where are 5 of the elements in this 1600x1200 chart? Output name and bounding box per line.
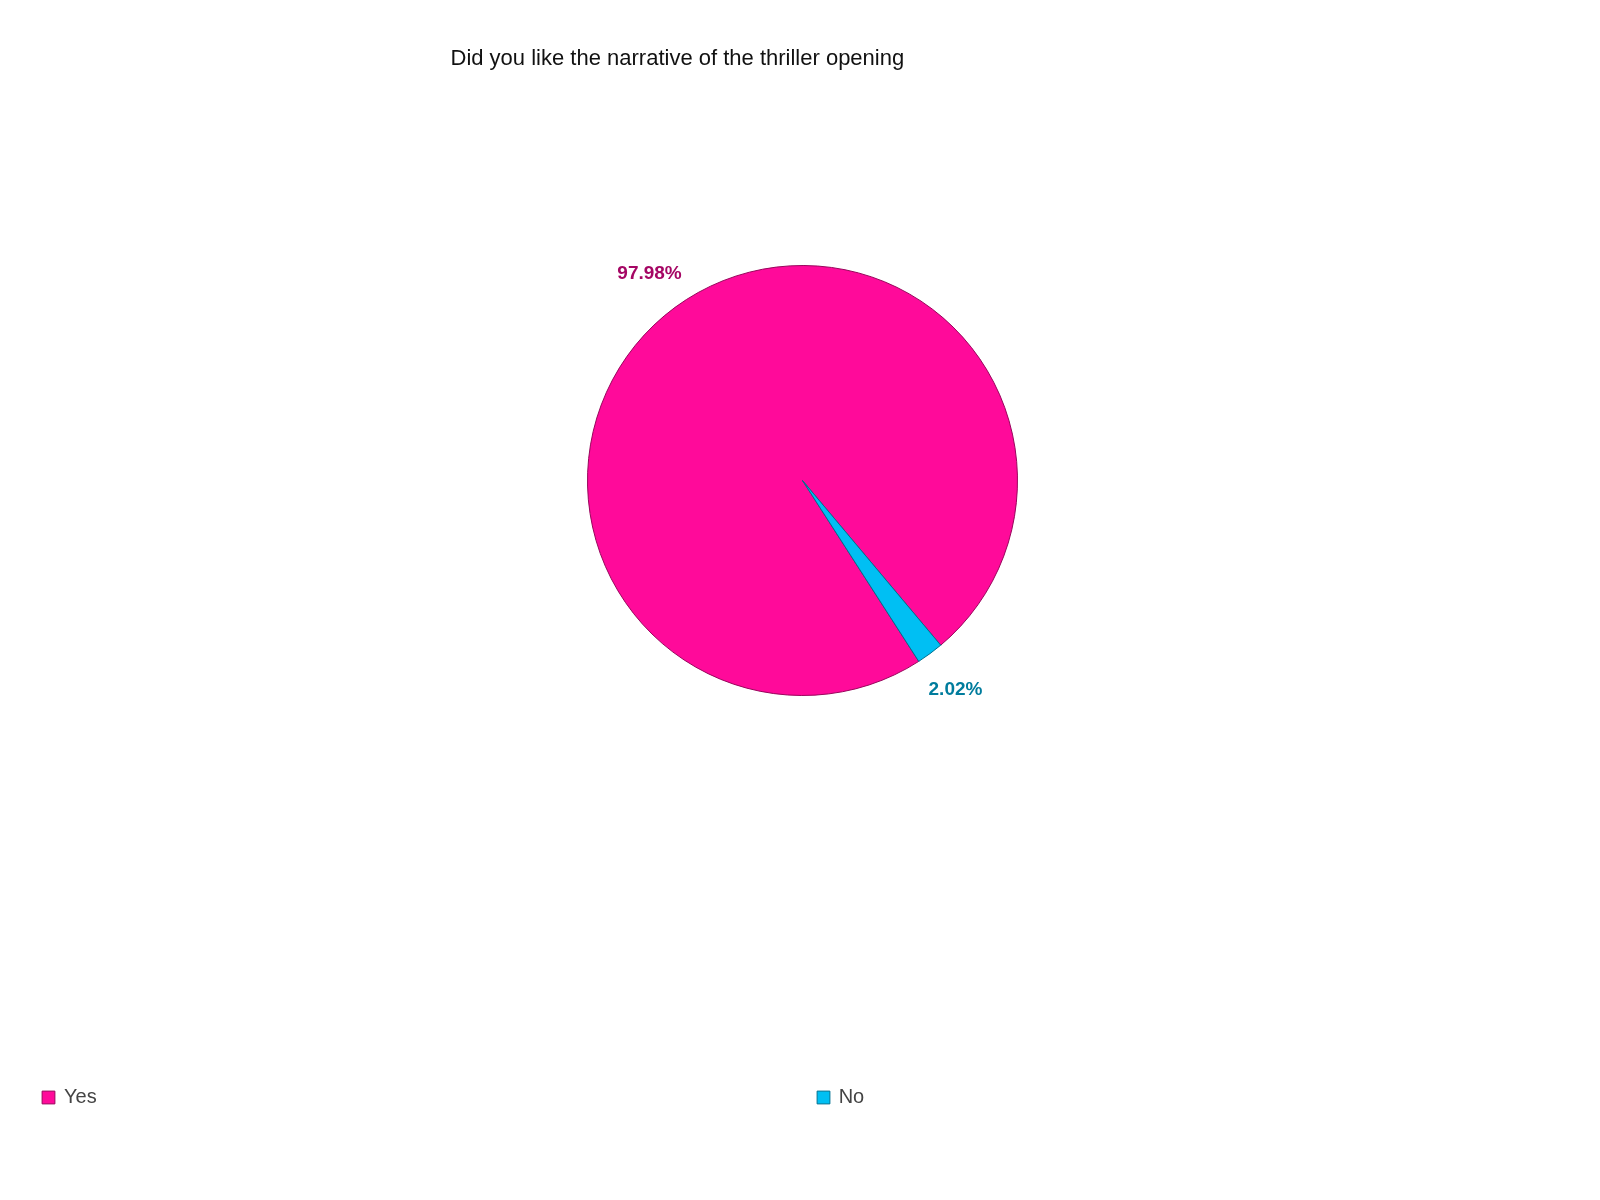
data-label: 2.02% — [928, 677, 983, 699]
chart-title: Did you like the narrative of the thriller opening — [450, 45, 905, 70]
legend-label: No — [838, 1085, 865, 1108]
legend-label: Yes — [64, 1085, 97, 1108]
data-label: 97.98% — [617, 262, 682, 284]
